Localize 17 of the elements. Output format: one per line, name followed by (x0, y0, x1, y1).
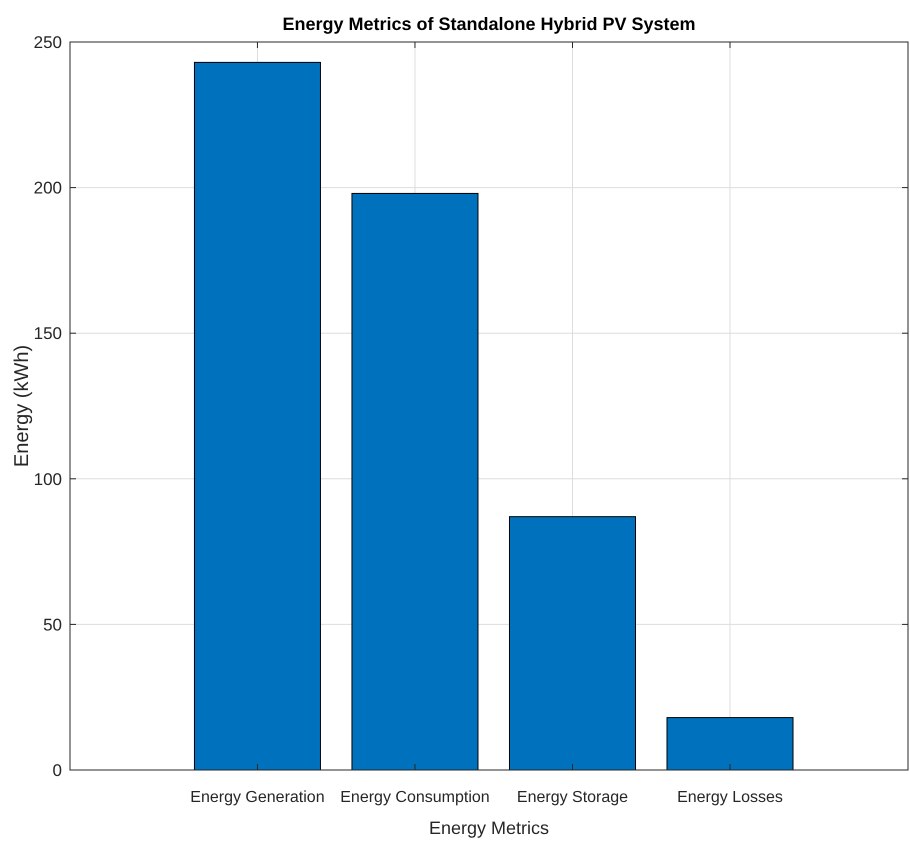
bar (666, 717, 794, 770)
y-tick-label: 0 (52, 760, 62, 780)
x-axis-title: Energy Metrics (428, 818, 550, 838)
x-tick-label: Energy Generation (190, 789, 325, 806)
x-tick-label: Energy Storage (516, 789, 628, 806)
y-tick-label: 150 (34, 324, 62, 344)
bar (351, 192, 478, 770)
y-tick-label: 200 (34, 178, 62, 198)
y-tick-label: 100 (34, 470, 62, 489)
y-axis-title: Energy (kWh) (11, 344, 33, 468)
x-tick-label: Energy Losses (677, 789, 783, 806)
bar (194, 62, 321, 770)
y-tick-label: 50 (43, 615, 62, 634)
chart-title: Energy Metrics of Standalone Hybrid PV System (282, 14, 696, 34)
x-tick-label: Energy Consumption (340, 789, 490, 806)
y-tick-label: 250 (34, 32, 62, 52)
bar (508, 516, 636, 770)
